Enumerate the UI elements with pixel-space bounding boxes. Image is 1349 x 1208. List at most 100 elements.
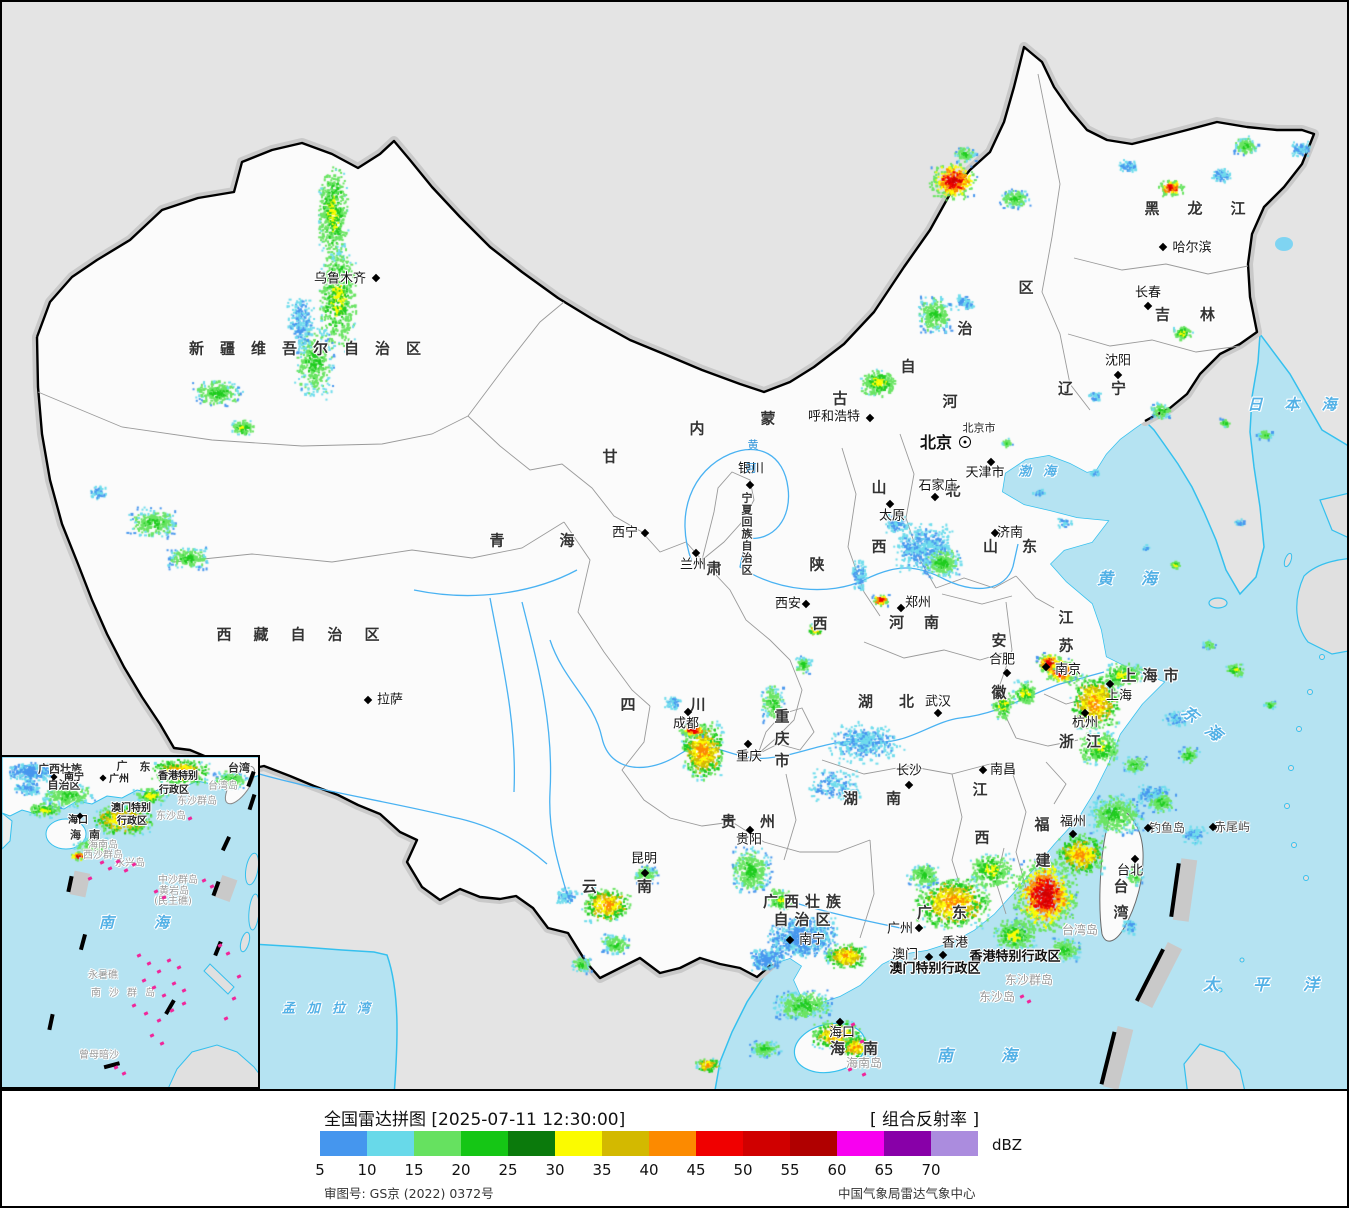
- scale-tick: 40: [639, 1161, 659, 1179]
- sea-label: 孟加拉湾: [281, 1001, 383, 1017]
- island-mark: [113, 1065, 119, 1070]
- province-label: 自: [741, 539, 753, 553]
- city-label: 哈尔滨: [1172, 240, 1212, 256]
- province-label: 山东: [982, 537, 1062, 556]
- island-mark: [159, 1041, 165, 1046]
- city-dot: [1002, 668, 1012, 678]
- sea-label: 日本海: [1247, 395, 1349, 414]
- island-mark: [1019, 994, 1025, 999]
- province-label: 建: [1035, 851, 1051, 870]
- city-dot: [691, 548, 701, 558]
- city-label: 南昌: [989, 762, 1017, 778]
- city-label: 上海: [1105, 688, 1133, 704]
- province-label: 庆: [774, 729, 790, 748]
- capital-marker: [959, 436, 971, 448]
- city-dot: [1068, 829, 1078, 839]
- island-mark: [236, 974, 242, 979]
- province-label: 福: [1034, 815, 1050, 834]
- inset-label: 台湾岛: [208, 781, 238, 792]
- scale-cell: [696, 1131, 743, 1156]
- province-label: 西: [974, 828, 990, 847]
- inset-label: 行政区: [117, 816, 147, 827]
- province-label: 市: [774, 751, 790, 770]
- island-mark: [847, 1067, 853, 1072]
- city-dot: [938, 950, 948, 960]
- scale-cell: [931, 1131, 978, 1156]
- city-label: 西宁: [611, 525, 639, 541]
- city-dot: [1158, 242, 1168, 252]
- province-label: 族: [741, 527, 753, 541]
- city-dot: [1041, 662, 1051, 672]
- city-dot: [743, 739, 753, 749]
- capital-label: 北京: [919, 433, 953, 452]
- island-mark: [181, 1001, 187, 1006]
- scale-tick: 65: [874, 1161, 894, 1179]
- island-label: 台湾岛: [1061, 923, 1099, 937]
- province-label: 新疆维吾尔自治区: [188, 339, 438, 358]
- island-mark: [161, 993, 167, 998]
- island-mark: [149, 1033, 155, 1038]
- inset-label: 南海: [98, 913, 210, 932]
- inset-label: 东: [139, 760, 151, 774]
- nine-dash-segment: [78, 933, 87, 951]
- scale-tick: 10: [357, 1161, 377, 1179]
- inset-label: 广西壮族: [38, 762, 82, 776]
- island-mark: [176, 965, 182, 970]
- inset-label: 曾母暗沙: [79, 1050, 119, 1061]
- island-mark: [99, 860, 105, 865]
- province-label: 甘: [602, 447, 618, 466]
- province-label: 湾: [1113, 903, 1129, 922]
- province-label: 陕: [809, 555, 825, 574]
- island-mark: [156, 969, 162, 974]
- province-label: 四川: [620, 695, 761, 714]
- dash-line-band: [69, 870, 91, 898]
- legend-product-label: [ 组合反射率 ]: [870, 1110, 980, 1130]
- island-mark: [225, 951, 231, 956]
- city-label: 兰州: [679, 557, 707, 573]
- city-label: 福州: [1059, 814, 1087, 830]
- province-label: 治: [741, 551, 753, 565]
- scale-cell: [320, 1131, 367, 1156]
- city-label: 银川: [737, 461, 765, 477]
- map-review-number: 审图号: GS京 (2022) 0372号: [324, 1186, 494, 1201]
- city-label: 成都: [672, 716, 700, 732]
- city-label: 武汉: [924, 694, 952, 710]
- inset-label: 东沙岛: [156, 811, 186, 822]
- city-dot: [1105, 679, 1115, 689]
- city-dot: [933, 708, 943, 718]
- city-dot: [1143, 301, 1153, 311]
- island-mark: [217, 943, 223, 948]
- city-dot: [363, 695, 373, 705]
- city-label: 海口: [828, 1025, 856, 1041]
- province-label: 广西壮族: [762, 892, 848, 911]
- scale-tick: 45: [686, 1161, 706, 1179]
- unit-label: dBZ: [992, 1136, 1023, 1154]
- scale-tick: 55: [780, 1161, 800, 1179]
- scale-cell: [414, 1131, 461, 1156]
- province-label: 夏: [741, 503, 753, 517]
- scale-tick: 30: [545, 1161, 565, 1179]
- color-scale: 5 10 15 20 25 30 35 40 45 50 55 60 65 70: [2, 1091, 1347, 1206]
- city-dot: [914, 923, 924, 933]
- province-label: 河南: [888, 613, 960, 632]
- inset-label: 永兴岛: [115, 858, 145, 869]
- city-label: 天津市: [965, 465, 1005, 481]
- province-label: 内: [689, 419, 705, 438]
- city-dot: [978, 765, 988, 775]
- province-label: 云南: [581, 877, 693, 896]
- city-dot: [371, 273, 381, 283]
- island-mark: [156, 1018, 162, 1023]
- nine-dash-segment: [220, 835, 231, 851]
- province-label: 黑龙江: [1144, 199, 1274, 218]
- issuing-agency: 中国气象局雷达气象中心: [838, 1186, 976, 1201]
- dash-line-band: [214, 874, 238, 902]
- river-label: 河: [745, 461, 757, 475]
- city-label: 杭州: [1071, 715, 1099, 731]
- city-dot: [896, 603, 906, 613]
- map-labels: 黑龙江 吉林 辽宁内蒙古自治区新疆维吾尔自治区 西藏自治区 青海甘肃陕西山西河北山东 河南…: [2, 2, 1349, 1089]
- scale-tick: 25: [498, 1161, 518, 1179]
- province-label: 青海: [489, 531, 630, 550]
- inset-label: 东沙群岛: [177, 796, 217, 807]
- sea-label: 太平洋: [1202, 975, 1349, 994]
